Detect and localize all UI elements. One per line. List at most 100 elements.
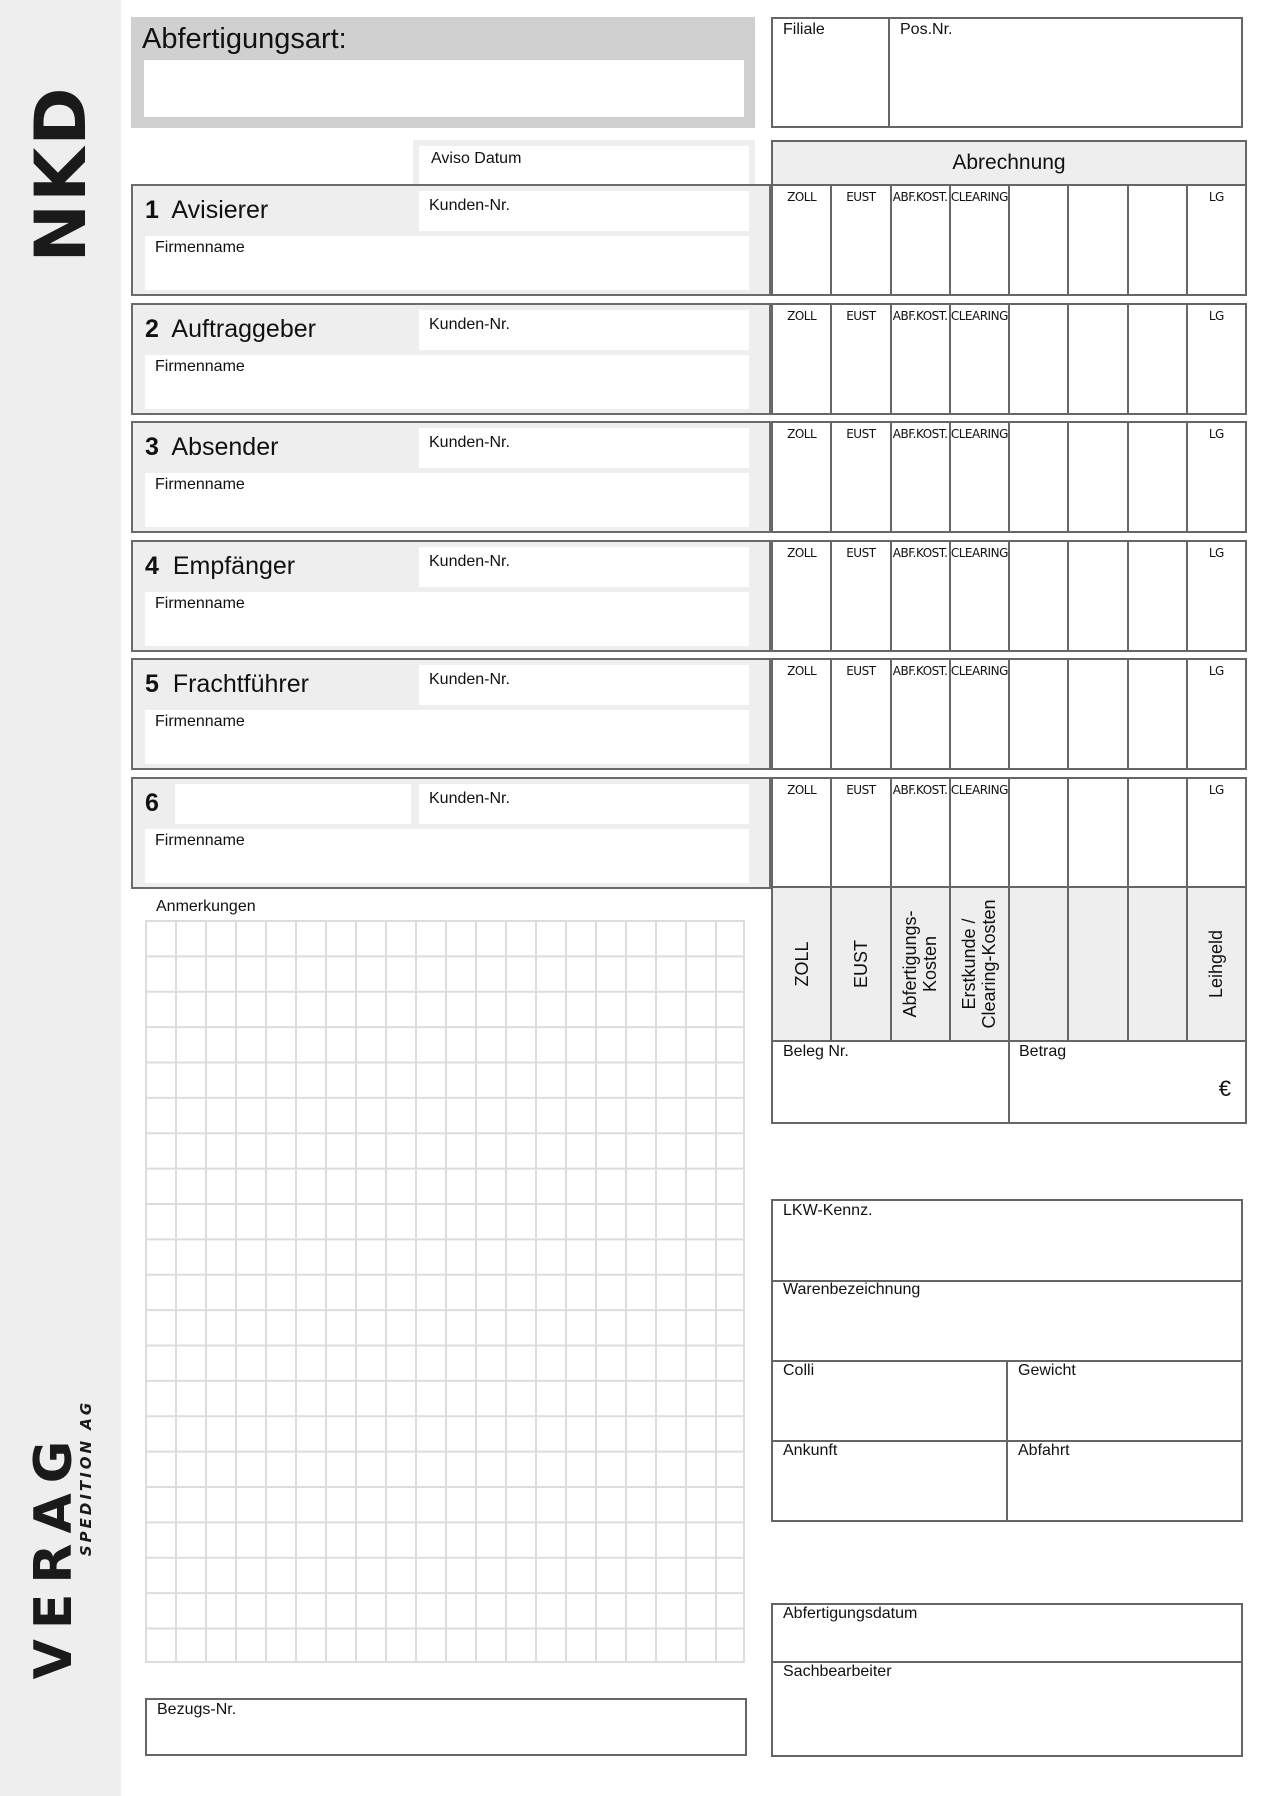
kunden-nr-label: Kunden-Nr.: [429, 315, 510, 333]
abrechnung-cell[interactable]: CLEARING: [951, 304, 1010, 413]
abfertigungsdatum-field[interactable]: Abfertigungsdatum: [773, 1605, 1241, 1661]
betrag-field[interactable]: [1010, 1042, 1245, 1122]
firmenname-label: Firmenname: [155, 832, 245, 849]
kunden-nr-field[interactable]: Kunden-Nr.: [419, 191, 749, 231]
party-section-2: 2 Auftraggeber Kunden-Nr. Firmenname: [131, 302, 771, 415]
kunden-nr-label: Kunden-Nr.: [429, 434, 510, 452]
abrechnung-row: ZOLL EUST ABF.KOST. CLEARING LG: [771, 777, 1247, 889]
section-title: 1 Avisierer: [145, 196, 268, 225]
abrechnung-cell[interactable]: [1129, 423, 1188, 532]
abrechnung-header: Abrechnung: [771, 140, 1247, 186]
abrechnung-cell[interactable]: EUST: [832, 660, 892, 769]
abrechnung-cell[interactable]: ABF.KOST.: [892, 541, 951, 650]
section-name: Avisierer: [171, 196, 269, 224]
abrechnung-cell[interactable]: [1010, 423, 1070, 532]
abrechnung-cell[interactable]: [1069, 541, 1129, 650]
aviso-datum-panel: Aviso Datum: [413, 140, 755, 186]
abrechnung-cell[interactable]: LG: [1208, 427, 1224, 442]
abrechnung-cell[interactable]: CLEARING: [951, 541, 1010, 650]
abrechnung-cell[interactable]: EUST: [832, 423, 892, 532]
column-header-label: Abfertigungs- Kosten: [900, 910, 941, 1018]
abrechnung-cell[interactable]: ABF.KOST.: [892, 423, 951, 532]
warenbezeichnung-field[interactable]: Warenbezeichnung: [773, 1281, 1241, 1360]
party-section-3: 3 Absender Kunden-Nr. Firmenname: [131, 421, 771, 534]
abrechnung-cell[interactable]: [1010, 541, 1070, 650]
beleg-nr-field[interactable]: [773, 1042, 1008, 1122]
abrechnung-title: Abrechnung: [952, 151, 1066, 174]
abrechnung-cell[interactable]: LG: [1208, 308, 1224, 323]
abfahrt-field[interactable]: Abfahrt: [1008, 1442, 1241, 1520]
section-name-field[interactable]: [175, 784, 411, 824]
abrechnung-cell[interactable]: ZOLL: [773, 186, 833, 294]
abrechnung-cell[interactable]: [1069, 304, 1129, 413]
firmenname-field[interactable]: Firmenname: [145, 473, 749, 528]
abrechnung-cell[interactable]: [1129, 541, 1188, 650]
kunden-nr-field[interactable]: Kunden-Nr.: [419, 784, 749, 824]
abrechnung-cell[interactable]: LG: [1208, 664, 1224, 679]
abrechnung-cell[interactable]: [1010, 186, 1070, 294]
abrechnung-cell[interactable]: ZOLL: [773, 779, 833, 887]
abrechnung-cell[interactable]: LG: [1208, 190, 1224, 204]
kunden-nr-field[interactable]: Kunden-Nr.: [419, 309, 749, 350]
abrechnung-cell[interactable]: EUST: [832, 186, 892, 294]
warenbezeichnung-label: Warenbezeichnung: [783, 1281, 921, 1298]
abrechnung-cell[interactable]: CLEARING: [951, 660, 1010, 769]
bezugs-nr-field[interactable]: Bezugs-Nr.: [145, 1698, 747, 1756]
abrechnung-cell[interactable]: ABF.KOST.: [892, 660, 951, 769]
abrechnung-cell[interactable]: ABF.KOST.: [892, 186, 951, 294]
abrechnung-cell[interactable]: ZOLL: [773, 423, 833, 532]
abrechnung-cell[interactable]: [1069, 779, 1129, 887]
ankunft-field[interactable]: Ankunft: [773, 1442, 1006, 1520]
abrechnung-cell[interactable]: [1129, 660, 1188, 769]
abrechnung-cell[interactable]: [1069, 423, 1129, 532]
section-title: 5 Frachtführer: [145, 670, 309, 699]
abrechnung-cell[interactable]: [1069, 186, 1129, 294]
firmenname-field[interactable]: Firmenname: [145, 236, 749, 290]
colli-label: Colli: [783, 1362, 815, 1379]
abrechnung-cell[interactable]: [1010, 304, 1070, 413]
abrechnung-cell[interactable]: ZOLL: [773, 304, 833, 413]
abrechnung-cell[interactable]: [1069, 660, 1129, 769]
colli-field[interactable]: Colli: [773, 1362, 1006, 1440]
abrechnung-row: ZOLL EUST ABF.KOST. CLEARING LG: [771, 184, 1247, 296]
abfertigungsart-field[interactable]: [144, 60, 744, 117]
section-number: 1: [145, 196, 159, 224]
firmenname-field[interactable]: Firmenname: [145, 829, 749, 883]
abrechnung-cell[interactable]: [1010, 660, 1070, 769]
abrechnung-cell[interactable]: ABF.KOST.: [892, 304, 951, 413]
firmenname-field[interactable]: Firmenname: [145, 591, 749, 646]
sachbearbeiter-field[interactable]: Sachbearbeiter: [773, 1663, 1241, 1755]
abrechnung-cell[interactable]: [1010, 779, 1070, 887]
abrechnung-cell[interactable]: EUST: [832, 304, 892, 413]
abrechnung-cell[interactable]: LG: [1208, 783, 1224, 797]
kunden-nr-field[interactable]: Kunden-Nr.: [419, 546, 749, 587]
sachbearbeiter-label: Sachbearbeiter: [783, 1663, 892, 1680]
abfertigungsart-panel: Abfertigungsart:: [131, 17, 755, 128]
anmerkungen-grid[interactable]: [145, 920, 745, 1663]
abrechnung-cell[interactable]: ZOLL: [773, 660, 833, 769]
abrechnung-column-header: ZOLL: [773, 888, 833, 1040]
lkw-kennz-field[interactable]: LKW-Kennz.: [773, 1201, 1241, 1280]
filiale-field[interactable]: [773, 19, 888, 126]
abrechnung-cell[interactable]: [1129, 186, 1188, 294]
abrechnung-cell[interactable]: CLEARING: [951, 779, 1010, 887]
firmenname-field[interactable]: Firmenname: [145, 710, 749, 765]
abrechnung-cell[interactable]: CLEARING: [951, 423, 1010, 532]
abrechnung-cell[interactable]: LG: [1208, 545, 1224, 560]
abrechnung-cell[interactable]: EUST: [832, 779, 892, 887]
column-header-label: ZOLL: [791, 941, 812, 987]
abrechnung-cell[interactable]: CLEARING: [951, 186, 1010, 294]
aviso-datum-field[interactable]: Aviso Datum: [419, 146, 749, 186]
abrechnung-cell[interactable]: [1129, 779, 1188, 887]
abrechnung-column-header: Erstkunde / Clearing-Kosten: [951, 888, 1010, 1040]
kunden-nr-field[interactable]: Kunden-Nr.: [419, 665, 749, 706]
gewicht-field[interactable]: Gewicht: [1008, 1362, 1241, 1440]
abrechnung-cell[interactable]: EUST: [832, 541, 892, 650]
firmenname-field[interactable]: Firmenname: [145, 354, 749, 409]
abrechnung-cell[interactable]: [1129, 304, 1188, 413]
posnr-field[interactable]: [890, 19, 1241, 126]
lkw-kennz-label: LKW-Kennz.: [783, 1202, 873, 1219]
abrechnung-cell[interactable]: ZOLL: [773, 541, 833, 650]
abrechnung-cell[interactable]: ABF.KOST.: [892, 779, 951, 887]
kunden-nr-field[interactable]: Kunden-Nr.: [419, 428, 749, 469]
